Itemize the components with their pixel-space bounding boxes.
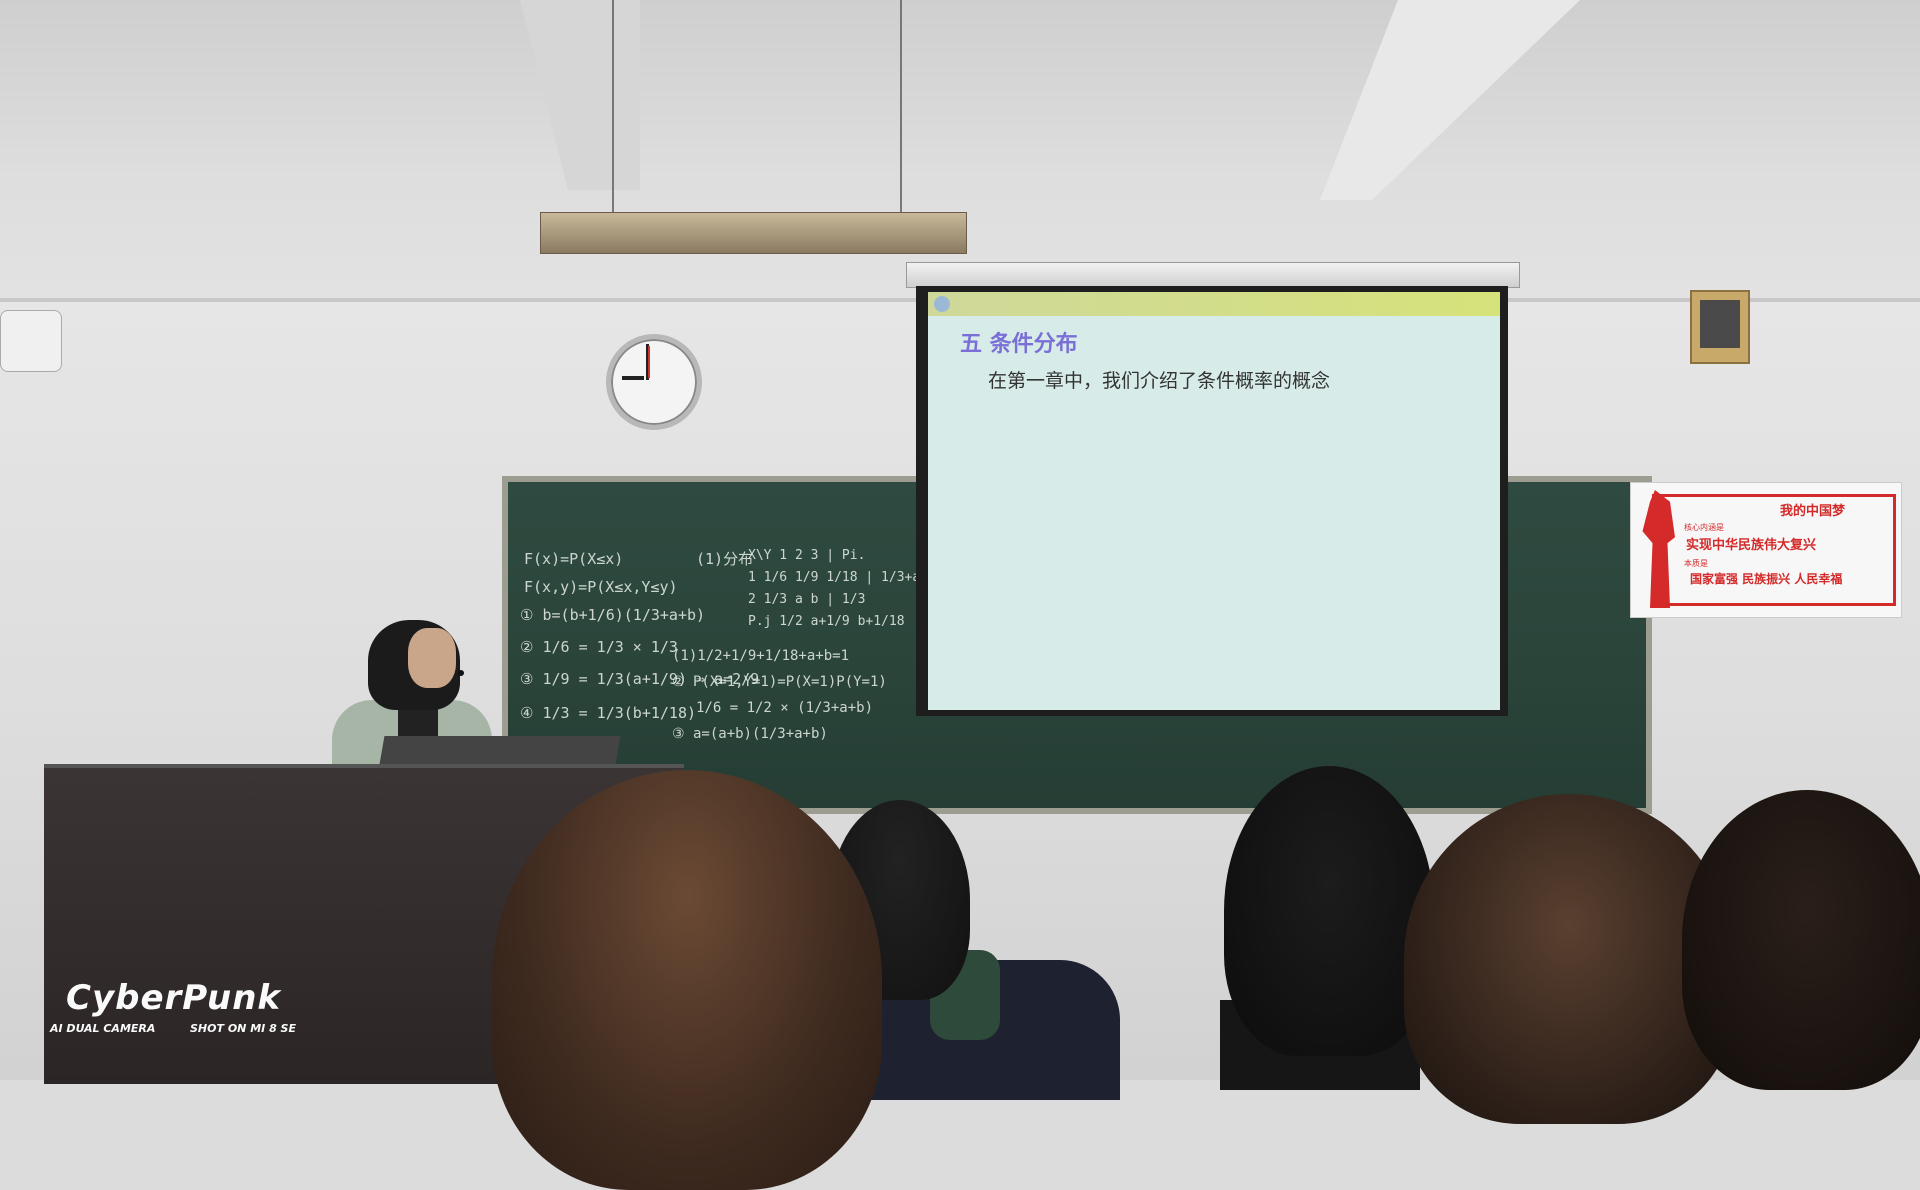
slide-header-bar bbox=[928, 292, 1500, 316]
chalk-line: 1 1/6 1/9 1/18 | 1/3+a+b bbox=[748, 570, 936, 585]
speaker-grill bbox=[1700, 300, 1740, 348]
clock-second-hand bbox=[648, 346, 650, 378]
watermark-logo: CyberPunk bbox=[66, 978, 282, 1018]
surveillance-camera-icon bbox=[0, 310, 62, 372]
chalk-line: F(x,y)=P(X≤x,Y≤y) bbox=[524, 578, 678, 596]
clock-hour-hand bbox=[622, 376, 644, 380]
projector-screen-housing bbox=[906, 262, 1520, 288]
lamp-wire bbox=[612, 0, 614, 212]
student-head bbox=[1224, 766, 1434, 1056]
wall-clock bbox=[606, 334, 702, 430]
chalk-line: ③ 1/9 = 1/3(a+1/9) ⇒ a=2/9 bbox=[520, 670, 760, 688]
chalk-line: ④ 1/3 = 1/3(b+1/18) bbox=[520, 704, 697, 722]
poster-label: 本质是 bbox=[1684, 559, 1708, 568]
watermark-text: SHOT ON MI 8 SE bbox=[190, 1022, 296, 1035]
poster-border bbox=[1652, 494, 1896, 606]
slide-title: 五 条件分布 bbox=[960, 332, 1078, 357]
ceiling bbox=[0, 0, 1920, 300]
podium-monitor bbox=[379, 736, 621, 764]
chalk-line: F(x)=P(X≤x) bbox=[524, 550, 624, 568]
headset-mic-icon bbox=[458, 670, 464, 676]
watermark-text: AI DUAL CAMERA bbox=[50, 1022, 156, 1035]
poster-line: 国家富强 民族振兴 人民幸福 bbox=[1690, 572, 1843, 586]
slide bbox=[928, 292, 1500, 710]
teacher-face bbox=[408, 628, 456, 688]
slide-body-text: 在第一章中，我们介绍了条件概率的概念 bbox=[988, 370, 1331, 392]
student-head bbox=[1404, 794, 1734, 1124]
slide-logo-icon bbox=[934, 296, 950, 312]
chalk-line: (1)分布 bbox=[696, 550, 754, 568]
chalk-line: ③ a=(a+b)(1/3+a+b) bbox=[672, 726, 828, 742]
clock-minute-hand bbox=[646, 344, 649, 380]
chalk-line: 2 1/3 a b | 1/3 bbox=[748, 592, 866, 607]
chalk-line: ② P(X=1,Y=1)=P(X=1)P(Y=1) bbox=[672, 674, 887, 690]
ceiling-lamp bbox=[540, 212, 967, 254]
poster-label: 核心内涵是 bbox=[1684, 523, 1724, 532]
chalk-line: (1)1/2+1/9+1/18+a+b=1 bbox=[672, 648, 850, 664]
chalk-line: 1/6 = 1/2 × (1/3+a+b) bbox=[696, 700, 874, 716]
chalk-line: X\Y 1 2 3 | Pi. bbox=[748, 548, 866, 563]
chalk-line: ① b=(b+1/6)(1/3+a+b) bbox=[520, 606, 706, 624]
chalk-line: ② 1/6 = 1/3 × 1/3 bbox=[520, 638, 678, 656]
poster bbox=[1630, 482, 1902, 618]
poster-line: 实现中华民族伟大复兴 bbox=[1686, 538, 1817, 553]
poster-heading: 我的中国梦 bbox=[1780, 504, 1846, 519]
student-head bbox=[492, 770, 882, 1190]
chalk-line: P.j 1/2 a+1/9 b+1/18 bbox=[748, 614, 905, 629]
student-head bbox=[1682, 790, 1920, 1090]
lamp-wire bbox=[900, 0, 902, 212]
